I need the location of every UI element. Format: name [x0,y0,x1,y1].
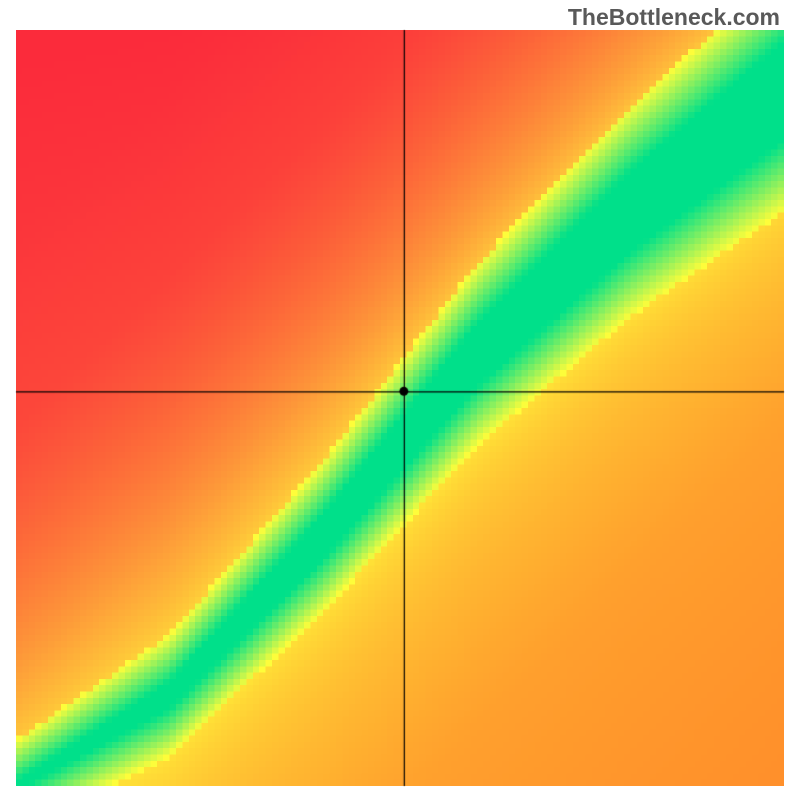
watermark-text: TheBottleneck.com [568,4,780,31]
crosshair-overlay [0,0,800,800]
chart-container: TheBottleneck.com [0,0,800,800]
